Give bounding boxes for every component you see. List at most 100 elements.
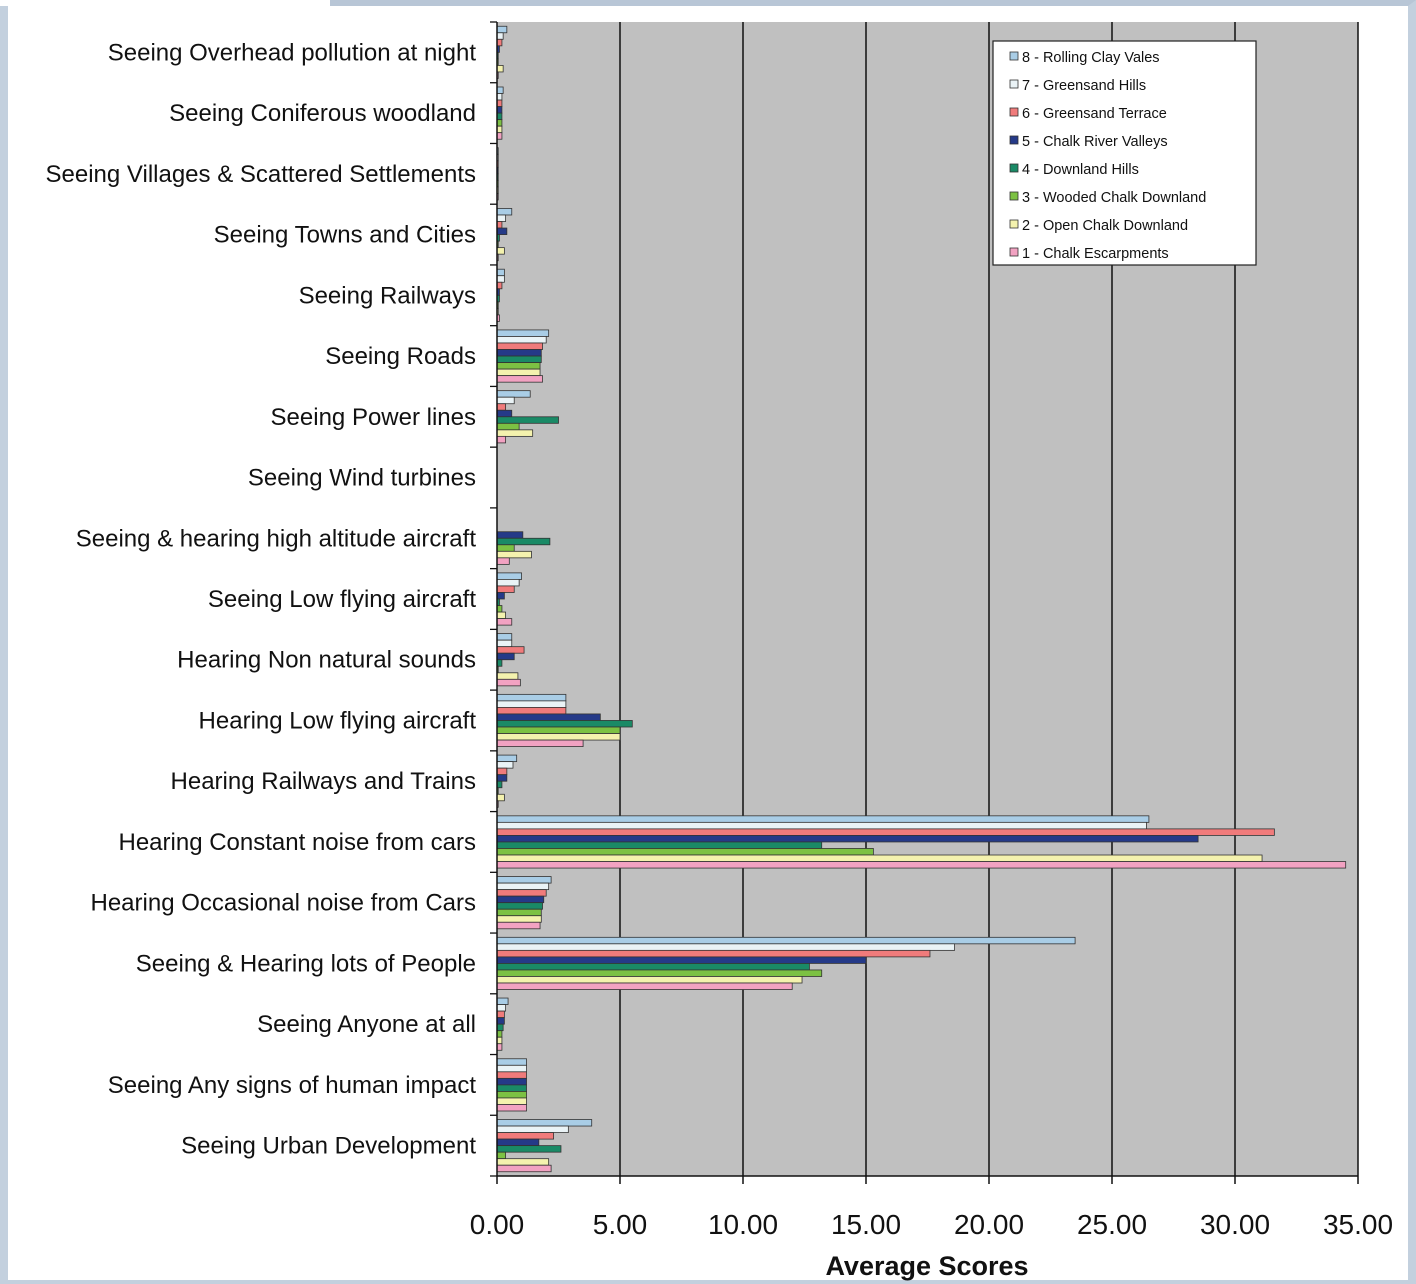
legend-label: 3 - Wooded Chalk Downland [1022,190,1206,206]
legend-box [992,40,1257,266]
bar [496,247,505,255]
legend-label: 2 - Open Chalk Downland [1022,218,1188,234]
bar [496,1158,550,1166]
category-labels: Seeing Overhead pollution at night Seeing… [46,39,477,1159]
bar [496,1058,527,1066]
bar [496,86,504,94]
bar [496,65,504,73]
bar [496,726,621,734]
category-label: Seeing Coniferous woodland [169,100,476,127]
bar [496,537,551,546]
bar [496,997,509,1005]
bar [496,214,507,222]
bar [496,275,505,283]
bar [496,1084,527,1092]
bar [496,611,507,619]
legend-swatch [1009,191,1019,201]
bar [496,550,532,559]
bar [496,861,1347,869]
bar [496,828,1275,836]
bar [496,713,601,721]
bar [496,403,507,411]
x-tick-label: 5.00 [593,1209,648,1240]
bar [496,767,508,776]
axes [490,21,1358,1177]
bar [496,895,545,904]
legend-label: 7 - Greensand Hills [1022,78,1146,94]
bar [496,32,504,40]
bar [496,585,515,593]
bar [496,969,823,977]
bar [496,1145,562,1153]
legend-swatch [1009,219,1019,229]
bar [496,618,513,626]
category-label: Hearing Non natural sounds [177,647,476,674]
category-label: Seeing Wind turbines [248,465,476,492]
legend-label: 6 - Greensand Terrace [1022,106,1167,122]
bar [496,982,793,990]
bar [496,329,550,337]
bar [496,646,525,654]
bar [496,949,931,958]
bar [496,956,867,964]
bar [496,1097,527,1105]
x-tick-labels: 0.00 5.00 10.00 15.00 20.00 25.00 30.00 35.00 [470,1176,1393,1240]
category-label: Seeing Any signs of human impact [108,1072,477,1099]
bar [496,908,542,917]
bar [496,1004,507,1012]
category-label: Seeing Anyone at all [257,1011,476,1038]
bar [496,544,515,552]
bar [496,409,513,418]
bar [496,208,513,216]
legend-items: 8 - Rolling Clay Vales 7 - Greensand Hill… [1009,50,1206,262]
bar [496,882,550,891]
category-label: Seeing Power lines [271,404,476,431]
bar [496,915,542,923]
x-tick-label: 10.00 [708,1209,778,1240]
bar [496,902,543,910]
bar [496,754,518,763]
bar [496,821,1147,830]
bar [496,733,621,741]
bar [496,1091,527,1099]
category-label: Hearing Low flying aircraft [199,707,477,734]
bar [496,835,1199,843]
bar [496,592,505,600]
bar [496,557,510,565]
bar [496,416,559,424]
bar [496,579,520,587]
bar [496,652,515,661]
bar [496,672,519,680]
bar [496,390,531,398]
legend: 8 - Rolling Clay Vales 7 - Greensand Hill… [992,40,1257,266]
bar [496,355,542,363]
bar [496,422,520,431]
bar [496,25,508,34]
bar [496,227,508,235]
legend-swatch [1009,135,1019,145]
bar [496,678,521,687]
category-label: Seeing Railways [299,282,476,309]
bar [496,761,514,769]
bar [496,774,508,782]
legend-swatch [1009,79,1019,89]
bar [496,1125,569,1133]
category-label: Seeing Roads [325,343,476,370]
x-tick-label: 25.00 [1077,1209,1147,1240]
bar [496,1164,552,1173]
x-tick-label: 20.00 [954,1209,1024,1240]
bar [496,693,567,702]
bar [496,921,541,930]
x-tick-label: 15.00 [831,1209,901,1240]
bar [496,876,552,884]
category-label: Hearing Railways and Trains [171,768,476,795]
category-label: Seeing & Hearing lots of People [136,950,476,977]
bar [496,1017,505,1025]
bar [496,848,874,856]
bar [496,1077,527,1086]
bar [496,943,955,951]
bar [496,963,810,971]
bar [496,976,803,984]
category-label: Seeing Urban Development [181,1133,476,1160]
